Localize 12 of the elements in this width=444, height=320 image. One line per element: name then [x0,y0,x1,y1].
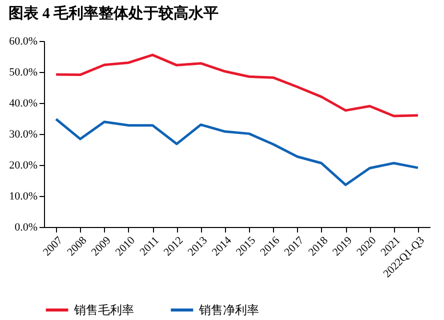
y-tick-label: 60.0% [9,36,38,48]
y-tick-label: 20.0% [9,160,38,172]
y-tick-label: 40.0% [9,98,38,110]
chart-title: 图表 4 毛利率整体处于较高水平 [8,4,219,22]
y-tick-label: 50.0% [9,66,38,78]
y-tick-label: 0.0% [14,222,38,234]
line-series [54,54,420,118]
y-tick-label: 30.0% [9,128,38,140]
legend-label: 销售净利率 [198,303,259,317]
line-series [54,118,420,186]
legend-label: 销售毛利率 [73,303,134,317]
y-tick-label: 10.0% [9,190,38,202]
